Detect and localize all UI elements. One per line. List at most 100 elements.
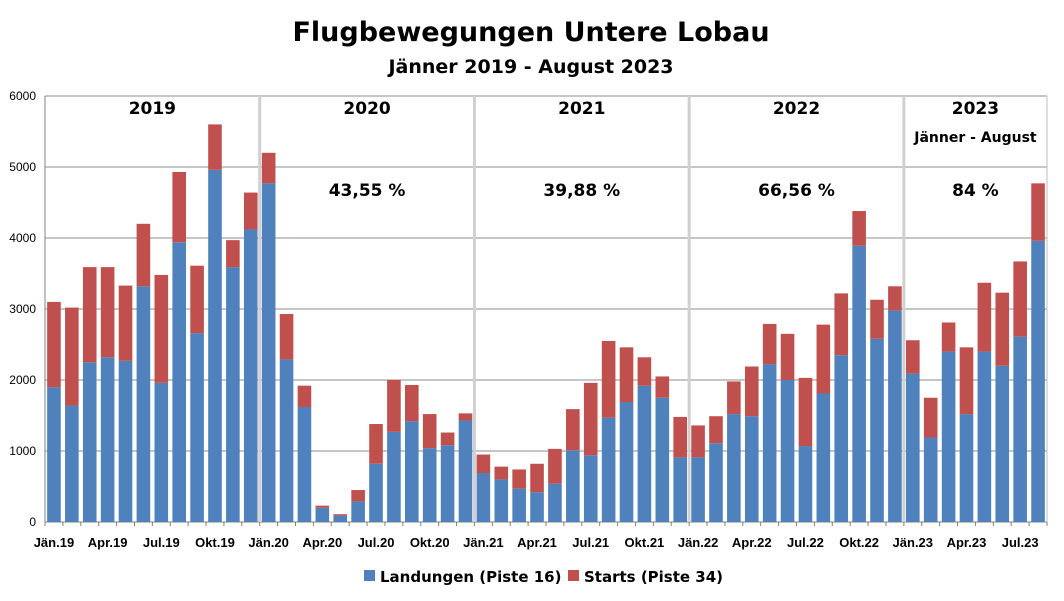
bar-starts xyxy=(315,505,330,508)
bar-starts xyxy=(297,385,312,407)
bar-starts xyxy=(82,267,97,363)
x-tick-label: Jän.22 xyxy=(678,535,718,550)
bar-landungen xyxy=(369,463,383,522)
bar-starts xyxy=(333,514,348,516)
x-tick-label: Apr.21 xyxy=(517,535,557,550)
bar-landungen xyxy=(512,488,526,522)
bar-landungen xyxy=(995,365,1010,522)
bar-landungen xyxy=(834,355,849,522)
bar-starts xyxy=(172,171,186,243)
bar-landungen xyxy=(530,492,544,522)
bar-landungen xyxy=(297,406,312,522)
bar-landungen xyxy=(744,416,759,522)
bar-landungen xyxy=(1013,336,1027,522)
bar-starts xyxy=(405,384,419,422)
bar-landungen xyxy=(1031,240,1045,522)
bar-landungen xyxy=(82,362,97,522)
bar-starts xyxy=(1031,183,1045,241)
bar-landungen xyxy=(548,483,562,522)
bar-starts xyxy=(226,240,240,268)
bar-starts xyxy=(279,313,294,360)
bar-starts xyxy=(709,416,723,444)
y-tick-label: 1000 xyxy=(9,444,36,458)
year-percentage: 43,55 % xyxy=(329,181,406,201)
bar-starts xyxy=(959,347,974,415)
bar-starts xyxy=(798,377,813,447)
x-tick-label: Apr.19 xyxy=(88,535,128,550)
bar-landungen xyxy=(780,380,795,522)
y-tick-label: 0 xyxy=(29,515,36,529)
bar-starts xyxy=(727,381,741,415)
bar-landungen xyxy=(619,402,634,522)
bar-starts xyxy=(548,448,562,484)
bar-landungen xyxy=(583,455,598,522)
year-note: Jänner - August xyxy=(913,130,1037,146)
bar-starts xyxy=(834,293,849,356)
bar-starts xyxy=(47,301,61,388)
legend-label-landungen: Landungen (Piste 16) xyxy=(380,568,561,586)
bar-starts xyxy=(154,274,169,383)
bar-landungen xyxy=(655,397,670,522)
bar-landungen xyxy=(798,446,813,522)
x-tick-label: Jul.20 xyxy=(358,535,395,550)
chart-subtitle: Jänner 2019 - August 2023 xyxy=(386,56,673,78)
bar-landungen xyxy=(566,450,580,522)
bar-landungen xyxy=(941,351,956,522)
x-tick-label: Okt.22 xyxy=(839,535,879,550)
legend-label-starts: Starts (Piste 34) xyxy=(584,568,723,586)
y-tick-label: 5000 xyxy=(9,160,36,174)
bar-landungen xyxy=(923,437,938,522)
year-label: 2021 xyxy=(558,99,605,119)
y-tick-label: 6000 xyxy=(9,89,36,103)
bar-landungen xyxy=(440,445,455,522)
bar-starts xyxy=(440,432,455,446)
bar-landungen xyxy=(888,310,902,522)
bar-landungen xyxy=(405,421,419,522)
year-percentage: 39,88 % xyxy=(543,181,620,201)
bar-landungen xyxy=(727,414,741,522)
bar-landungen xyxy=(351,501,365,522)
bar-landungen xyxy=(136,286,151,522)
bar-starts xyxy=(100,267,115,358)
bar-landungen xyxy=(494,479,509,522)
legend-swatch-starts xyxy=(568,570,579,581)
bar-landungen xyxy=(172,242,186,522)
bar-starts xyxy=(923,397,938,438)
bar-starts xyxy=(816,324,831,394)
bar-landungen xyxy=(154,382,169,522)
x-tick-label: Jän.19 xyxy=(34,535,74,550)
bar-starts xyxy=(566,409,580,451)
legend-swatch-landungen xyxy=(364,570,375,581)
bar-landungen xyxy=(47,387,61,522)
bar-landungen xyxy=(959,414,974,522)
bar-starts xyxy=(1013,261,1027,337)
x-tick-label: Jul.21 xyxy=(572,535,609,550)
bar-landungen xyxy=(333,515,348,522)
year-percentage: 66,56 % xyxy=(758,181,835,201)
bar-starts xyxy=(65,307,79,406)
bar-landungen xyxy=(762,364,777,522)
bar-starts xyxy=(387,380,401,432)
x-tick-label: Jul.22 xyxy=(787,535,824,550)
x-tick-label: Apr.22 xyxy=(732,535,772,550)
bar-landungen xyxy=(190,333,204,522)
x-tick-label: Okt.21 xyxy=(625,535,665,550)
bar-starts xyxy=(476,454,491,474)
bar-landungen xyxy=(601,417,616,522)
bar-landungen xyxy=(709,443,723,522)
bar-starts xyxy=(673,416,687,458)
bar-starts xyxy=(208,124,222,170)
bar-landungen xyxy=(673,457,687,522)
bar-starts xyxy=(118,285,133,361)
bar-starts xyxy=(888,286,902,311)
legend: Landungen (Piste 16) Starts (Piste 34) xyxy=(364,568,723,586)
bar-landungen xyxy=(977,351,992,522)
x-tick-label: Jän.21 xyxy=(463,535,503,550)
bar-landungen xyxy=(100,357,115,522)
bar-landungen xyxy=(476,473,491,522)
bar-starts xyxy=(870,299,884,339)
bar-starts xyxy=(655,376,670,398)
bar-landungen xyxy=(226,267,240,522)
bar-landungen xyxy=(870,338,884,522)
